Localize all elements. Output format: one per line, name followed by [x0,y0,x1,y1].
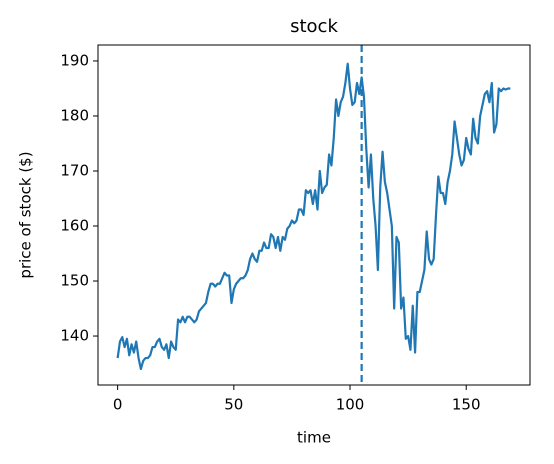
line-series [116,62,511,371]
plot-frame [97,44,531,386]
y-tick-label: 190 [60,51,89,69]
y-tick-label: 180 [60,106,89,124]
y-tick-label: 170 [60,161,89,179]
y-tick-label: 140 [60,327,89,345]
y-tick-label: 150 [60,272,89,290]
y-axis-label: price of stock ($) [17,151,35,278]
x-tick-label: 50 [224,396,243,414]
chart-title: stock [290,16,338,37]
y-tick-label: 160 [60,217,89,235]
x-tick-label: 0 [113,396,123,414]
x-tick-label: 100 [336,396,365,414]
x-axis-label: time [297,429,331,447]
x-tick-label: 150 [452,396,481,414]
